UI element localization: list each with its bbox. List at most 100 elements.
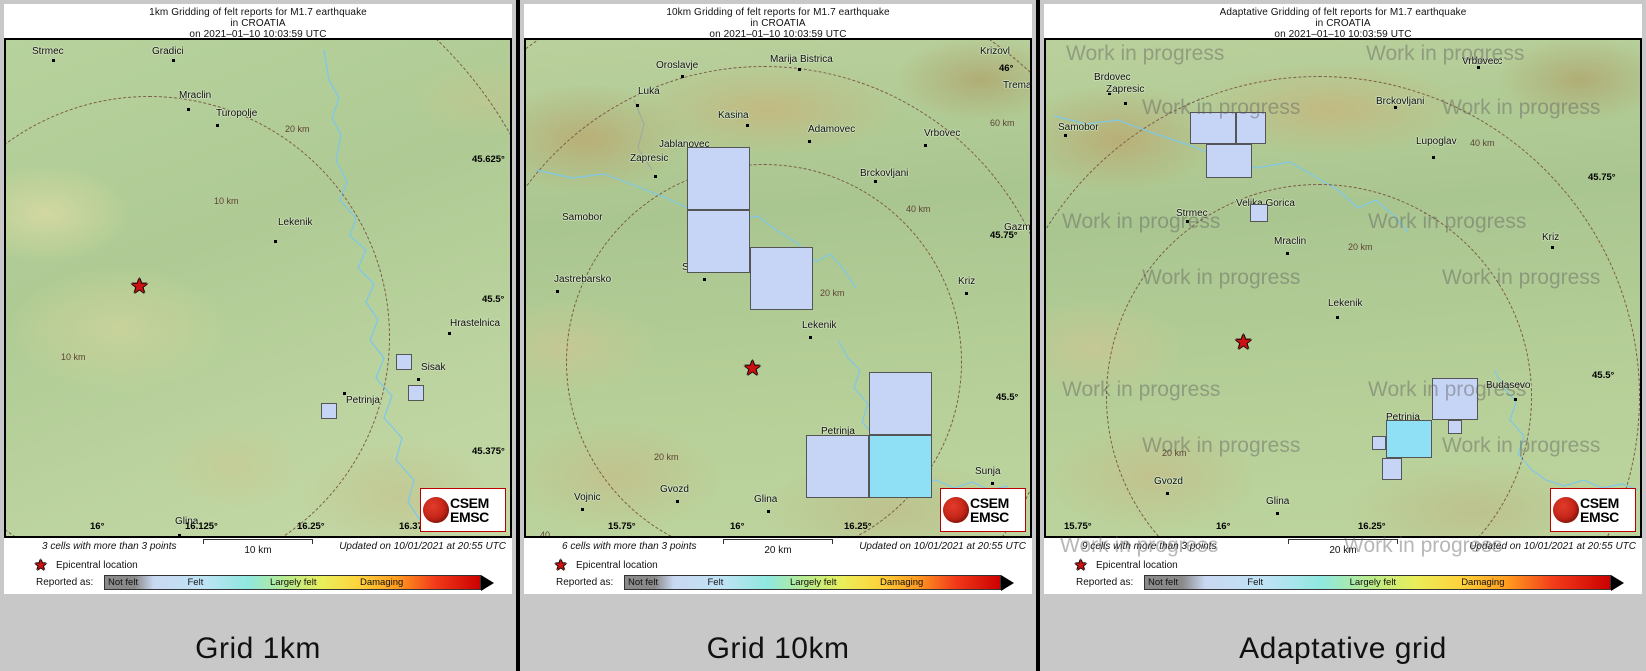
updated-text: Updated on 10/01/2021 at 20:55 UTC [859,541,1026,552]
logo-line-2: EMSC [1580,509,1619,525]
grid-cell[interactable] [1190,112,1236,144]
panel-grid-10km: 10km Gridding of felt reports for M1.7 e… [520,0,1040,671]
city-dot [1477,66,1480,69]
lon-tick: 16.125° [185,521,218,532]
intensity-scale: Not felt Felt Largely felt Damaging [1144,574,1624,591]
grid-cell[interactable] [396,354,412,370]
lat-tick: 45.625° [472,154,505,165]
epicenter-legend-label: Epicentral location [56,560,138,571]
lon-tick: 15.75° [608,521,636,532]
grid-cell[interactable] [1448,420,1462,434]
city-dot [581,508,584,511]
title-line-1: 10km Gridding of felt reports for M1.7 e… [666,7,890,18]
grid-cell[interactable] [806,435,869,498]
scale-bar-line [723,539,833,544]
city-dot [52,59,55,62]
city-dot [178,534,181,536]
csem-emsc-logo: CSEM EMSC [1550,488,1636,532]
grid-cell[interactable] [1372,436,1386,450]
title-line-2: in CROATIA [230,18,286,29]
grid-cell[interactable] [1386,420,1432,458]
epicenter-legend-star-icon: ★ [34,557,48,574]
distance-ring-20km [6,40,510,536]
city-dot [274,240,277,243]
grid-cell[interactable] [1236,112,1266,144]
reported-as-label: Reported as: [556,577,614,588]
city-dot [924,144,927,147]
map-canvas-10km[interactable]: 60 km 40 km 20 km 20 km 40 Oroslavje Mar… [524,38,1032,538]
city-label-vrbovec: Vrbovec [1466,56,1503,67]
city-dot [1551,246,1554,249]
grid-cell[interactable] [1382,458,1402,480]
city-label-brdovec: Brdovec [1094,72,1131,83]
city-label-kriz: Kriz [958,276,976,287]
panel-footer-1: Grid 1km [0,627,516,671]
city-label-glina: Glina [754,494,778,505]
scale-label-felt: Felt [187,577,204,588]
city-label-petrinja: Petrinja [346,395,380,406]
csem-emsc-logo: CSEM EMSC [420,488,506,532]
city-label-brckovljani: Brckovljani [860,168,909,179]
city-label-petrinja: Petrinja [821,426,855,437]
legend-1km: 3 cells with more than 3 points 10 km Up… [4,538,512,594]
scale-bar: 20 km [1288,539,1398,556]
grid-cell[interactable] [321,403,337,419]
city-label-zapresic: Zapresic [1106,84,1145,95]
panel-footer-2: Grid 10km [520,627,1036,671]
scale-arrow-icon [1611,574,1624,591]
city-label-trema: Trema [1003,80,1032,91]
panel-grid-1km: 1km Gridding of felt reports for M1.7 ea… [0,0,520,671]
lon-tick: 15.75° [1064,521,1092,532]
scale-bar: 20 km [723,539,833,556]
epicenter-legend-star-icon: ★ [554,557,568,574]
footer-label: Adaptative grid [1239,632,1447,665]
city-dot [1286,252,1289,255]
title-line-3: on 2021–01–10 10:03:59 UTC [709,29,847,40]
city-label-samobor: Samobor [1058,122,1099,133]
city-dot [676,500,679,503]
scale-label-largely-felt: Largely felt [1349,577,1397,588]
grid-cell[interactable] [750,247,813,310]
city-label-mraclin: Mraclin [179,90,212,101]
ring-label-20km-right: 20 km [1348,242,1373,252]
lon-tick: 16.25° [844,521,872,532]
city-dot [1514,398,1517,401]
scale-label-damaging: Damaging [1461,577,1505,588]
city-dot [874,180,877,183]
lat-tick: 45.5° [996,392,1019,403]
city-dot [1124,102,1127,105]
city-dot [1186,220,1189,223]
city-dot [654,175,657,178]
grid-cell[interactable] [687,210,750,273]
map-canvas-1km[interactable]: 20 km 10 km 10 km Strmec Gradici Mraclin… [4,38,512,538]
city-label-luka: Luka [638,86,660,97]
grid-cell[interactable] [1432,378,1478,420]
title-line-2: in CROATIA [750,18,806,29]
title-line-1: 1km Gridding of felt reports for M1.7 ea… [149,7,367,18]
city-label-sunja: Sunja [975,466,1001,477]
grid-cell[interactable] [687,147,750,210]
lon-tick: 16.25° [1358,521,1386,532]
grid-cell[interactable] [1250,204,1268,222]
title-line-2: in CROATIA [1315,18,1371,29]
city-label-jablanovec: Jablanovec [659,139,710,150]
ring-label-20km-bottom: 20 km [1162,448,1187,458]
city-label-marija-bistrica: Marija Bistrica [770,54,833,65]
scale-bar: 10 km [203,539,313,556]
grid-cell[interactable] [1206,144,1252,178]
map-canvas-adaptative[interactable]: 40 km 20 km 20 km Brdovec Zapresic Vrbov… [1044,38,1642,538]
grid-cell[interactable] [869,372,932,435]
city-label-brckovljani: Brckovljani [1376,96,1425,107]
lon-tick: 16° [1216,521,1231,532]
city-label-hrastelnica: Hrastelnica [450,318,501,329]
grid-cell[interactable] [408,385,424,401]
ring-label-40km: 40 km [906,204,931,214]
epicenter-star-icon: ★ [1234,331,1253,354]
city-dot [808,140,811,143]
grid-cell[interactable] [869,435,932,498]
csem-emsc-logo: CSEM EMSC [940,488,1026,532]
ring-label-40-bottom: 40 [540,530,551,538]
scale-label-felt: Felt [707,577,724,588]
footer-label: Grid 1km [195,632,321,665]
scale-bar-label: 10 km [244,545,272,556]
